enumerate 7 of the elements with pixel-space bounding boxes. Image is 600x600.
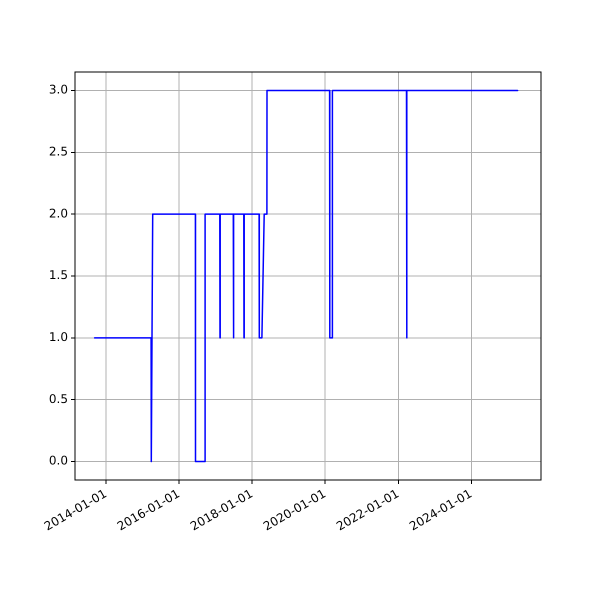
y-tick-label: 1.0 xyxy=(48,330,68,344)
y-tick-label: 2.0 xyxy=(48,206,68,220)
y-tick-label: 2.5 xyxy=(48,144,68,158)
y-tick-label: 0.0 xyxy=(48,454,68,468)
y-tick-label: 3.0 xyxy=(48,82,68,97)
y-tick-label: 1.5 xyxy=(48,268,68,282)
y-tick-label: 0.5 xyxy=(48,392,68,406)
